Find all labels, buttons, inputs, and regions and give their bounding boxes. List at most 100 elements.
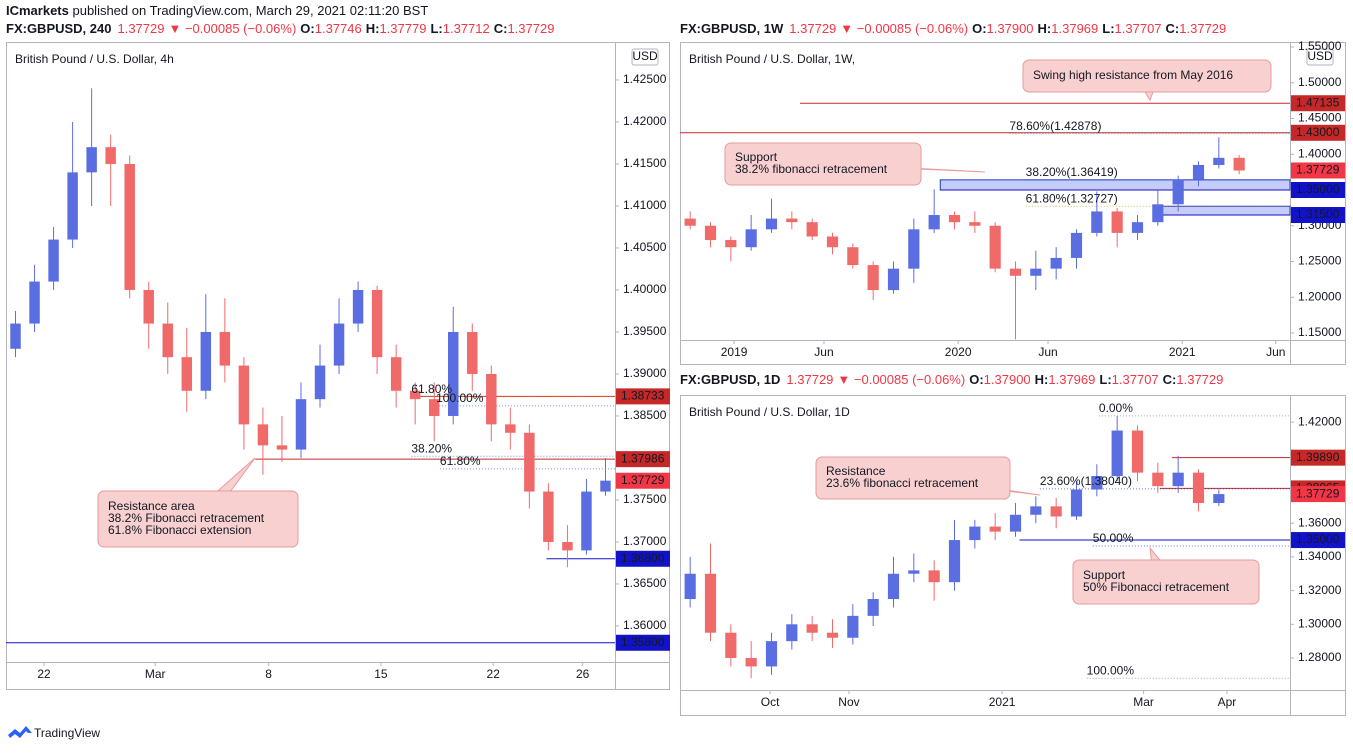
- ohlc-key: O:: [969, 372, 983, 387]
- y-tick-label: 1.40500: [623, 240, 667, 254]
- callout-joint: [1155, 582, 1177, 583]
- fib-label: 100.00%: [1087, 663, 1135, 677]
- candle-body: [105, 147, 116, 164]
- price-label-box: [616, 388, 670, 405]
- price-label: 1.43000: [1296, 125, 1340, 139]
- callout-text: 50% Fibonacci retracement: [1083, 580, 1230, 594]
- candle-body: [1192, 164, 1205, 180]
- panel-frame: [680, 395, 1346, 716]
- candle-body: [786, 624, 798, 642]
- candle-body: [67, 172, 78, 240]
- ohlc-value: 1.37707: [1112, 372, 1159, 387]
- fib-label: 50.00%: [1093, 531, 1134, 545]
- price-label-box: [616, 451, 670, 468]
- candle-body: [704, 225, 717, 241]
- ohlc-key: L:: [430, 21, 442, 36]
- callout-joint: [187, 519, 209, 520]
- ohlc-key: C:: [1166, 21, 1180, 36]
- tv-logo: TradingView: [8, 726, 100, 740]
- support-zone: [1161, 205, 1291, 216]
- ohlc-key: H:: [1038, 21, 1052, 36]
- candle-body: [295, 399, 307, 450]
- publisher: ICmarkets: [6, 3, 69, 18]
- candle-body: [745, 657, 757, 667]
- candle-body: [826, 632, 839, 638]
- candle-body: [10, 323, 21, 349]
- candle-body: [826, 236, 839, 248]
- x-tick-label: 22: [487, 667, 501, 681]
- candle-body: [1030, 268, 1042, 276]
- candle-body: [257, 424, 269, 446]
- candle-body: [562, 541, 573, 551]
- y-tick-label: 1.34000: [1298, 549, 1342, 563]
- x-tick-label: 2021: [989, 695, 1016, 709]
- ohlc-value: 1.37729: [507, 21, 554, 36]
- chart-title: British Pound / U.S. Dollar, 4h: [15, 52, 174, 66]
- candle-body: [352, 289, 364, 324]
- candle-body: [928, 215, 940, 230]
- price-label: 1.35000: [1296, 532, 1340, 546]
- x-tick-label: 2021: [1169, 345, 1196, 359]
- price-label: 1.47135: [1296, 95, 1340, 109]
- x-tick-label: Nov: [838, 695, 859, 709]
- candle-body: [162, 323, 173, 358]
- candle-body: [219, 331, 231, 366]
- price-label-box: [1291, 207, 1345, 224]
- candle-body: [948, 540, 961, 583]
- candle-body: [409, 390, 421, 400]
- price-label: 1.31500: [1296, 207, 1340, 221]
- y-tick-label: 1.32000: [1298, 583, 1342, 597]
- fib-label: 0.00%: [1099, 401, 1133, 415]
- price-label: 1.36800: [621, 551, 665, 565]
- candle-body: [1131, 430, 1144, 473]
- candle-body: [314, 365, 326, 400]
- candle-body: [428, 399, 440, 416]
- candle-body: [745, 229, 757, 248]
- x-tick-label: Oct: [761, 695, 780, 709]
- y-tick-label: 1.38500: [623, 408, 667, 422]
- fib-label: 38.20%(1.36419): [1026, 165, 1118, 179]
- candle-body: [928, 570, 940, 583]
- candle-body: [725, 632, 737, 658]
- price-label: 1.37729: [621, 473, 665, 487]
- candle-body: [887, 573, 900, 600]
- logo-icon: [8, 726, 32, 738]
- price-label-box: [1291, 449, 1345, 466]
- candle-body: [704, 573, 717, 633]
- fib-label: 61.80%: [411, 382, 452, 396]
- candle-body: [1152, 204, 1164, 223]
- y-tick-label: 1.41500: [623, 156, 667, 170]
- candle-body: [371, 289, 383, 358]
- currency-box: [631, 48, 659, 66]
- y-tick-label: 1.55000: [1298, 39, 1342, 53]
- candle-body: [238, 365, 250, 425]
- ohlc-value: 1.37969: [1051, 21, 1098, 36]
- candle-body: [1192, 472, 1205, 503]
- last-price: 1.37729: [789, 21, 836, 36]
- callout-text: Support: [735, 150, 778, 164]
- candle-body: [1111, 430, 1123, 477]
- candle-body: [1091, 476, 1103, 490]
- candle-body: [765, 218, 778, 230]
- candle-body: [1070, 489, 1083, 517]
- last-price: 1.37729: [117, 21, 164, 36]
- callout-text: 61.8% Fibonacci extension: [108, 523, 251, 537]
- ohlc-value: 1.37900: [987, 21, 1034, 36]
- candle-body: [1213, 494, 1225, 503]
- ohlc-key: O:: [300, 21, 314, 36]
- candle-body: [847, 247, 859, 266]
- x-tick-label: Mar: [1133, 695, 1154, 709]
- ohlc-key: L:: [1102, 21, 1114, 36]
- price-label-box: [1291, 124, 1345, 141]
- x-tick-label: 2019: [721, 345, 748, 359]
- ohlc-value: 1.37729: [1176, 372, 1223, 387]
- x-tick-label: 2020: [945, 345, 972, 359]
- candle-body: [333, 323, 345, 366]
- price-label: 1.35800: [621, 635, 665, 649]
- candle-body: [1213, 157, 1225, 165]
- candle-body: [505, 424, 516, 433]
- candle-body: [29, 281, 40, 324]
- ohlc-value: 1.37900: [984, 372, 1031, 387]
- candle-body: [543, 491, 554, 542]
